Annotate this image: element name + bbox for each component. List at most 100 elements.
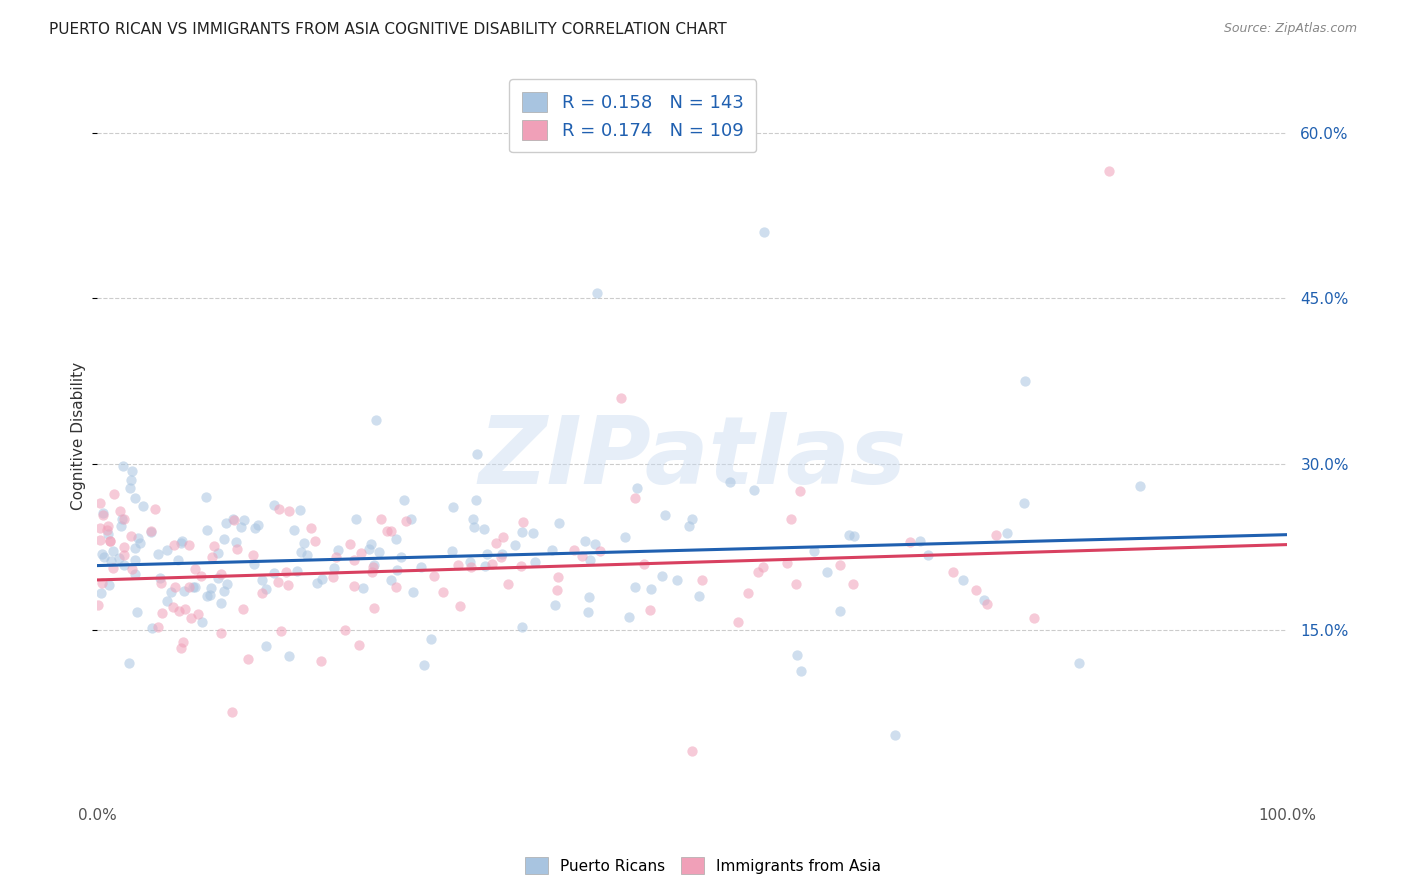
Point [344, 512, 367, 526]
Point [785, 577, 807, 591]
Point [976, 597, 998, 611]
Point [97, 527, 120, 541]
Point [177, 580, 200, 594]
Point [1014, 374, 1036, 388]
Point [121, 562, 143, 576]
Point [460, 560, 482, 574]
Point [489, 549, 512, 564]
Point [752, 225, 775, 239]
Point [91, 508, 114, 523]
Point [343, 552, 366, 566]
Point [290, 545, 312, 559]
Point [277, 578, 299, 592]
Point [274, 566, 297, 580]
Point [432, 584, 454, 599]
Point [195, 523, 218, 537]
Point [250, 586, 273, 600]
Point [654, 508, 676, 522]
Point [524, 555, 547, 569]
Point [215, 516, 238, 530]
Point [965, 582, 987, 597]
Point [181, 580, 204, 594]
Point [727, 615, 749, 629]
Point [325, 550, 347, 565]
Point [681, 512, 703, 526]
Point [328, 543, 350, 558]
Point [250, 573, 273, 587]
Point [172, 635, 194, 649]
Point [120, 473, 142, 487]
Point [583, 537, 606, 551]
Point [190, 569, 212, 583]
Point [973, 592, 995, 607]
Point [93, 549, 115, 564]
Point [546, 583, 568, 598]
Point [908, 533, 931, 548]
Point [322, 570, 344, 584]
Point [108, 504, 131, 518]
Point [610, 391, 633, 405]
Point [491, 547, 513, 561]
Point [156, 542, 179, 557]
Point [447, 558, 470, 572]
Point [472, 522, 495, 536]
Point [492, 530, 515, 544]
Point [270, 624, 292, 638]
Point [464, 492, 486, 507]
Point [399, 511, 422, 525]
Point [387, 562, 409, 576]
Point [578, 591, 600, 605]
Point [112, 540, 135, 554]
Point [467, 447, 489, 461]
Point [496, 576, 519, 591]
Point [409, 560, 432, 574]
Point [579, 553, 602, 567]
Point [201, 550, 224, 565]
Point [917, 548, 939, 562]
Point [90, 585, 112, 599]
Point [184, 580, 207, 594]
Point [86, 598, 108, 612]
Point [98, 533, 121, 548]
Point [283, 523, 305, 537]
Point [120, 482, 142, 496]
Point [200, 588, 222, 602]
Point [236, 652, 259, 666]
Point [212, 532, 235, 546]
Point [838, 527, 860, 541]
Point [111, 458, 134, 473]
Point [304, 533, 326, 548]
Point [121, 464, 143, 478]
Point [366, 413, 388, 427]
Point [127, 531, 149, 545]
Point [146, 620, 169, 634]
Point [333, 623, 356, 637]
Point [690, 573, 713, 587]
Point [370, 512, 392, 526]
Point [285, 564, 308, 578]
Text: PUERTO RICAN VS IMMIGRANTS FROM ASIA COGNITIVE DISABILITY CORRELATION CHART: PUERTO RICAN VS IMMIGRANTS FROM ASIA COG… [49, 22, 727, 37]
Point [215, 577, 238, 591]
Point [666, 573, 689, 587]
Point [242, 548, 264, 562]
Point [339, 537, 361, 551]
Point [576, 605, 599, 619]
Point [540, 543, 562, 558]
Point [131, 499, 153, 513]
Point [162, 599, 184, 614]
Point [124, 491, 146, 506]
Point [225, 535, 247, 549]
Point [212, 584, 235, 599]
Point [380, 524, 402, 539]
Point [190, 615, 212, 630]
Point [547, 516, 569, 530]
Point [385, 580, 408, 594]
Point [254, 582, 277, 596]
Point [96, 523, 118, 537]
Point [89, 533, 111, 548]
Point [624, 580, 647, 594]
Text: ZIPatlas: ZIPatlas [478, 412, 907, 504]
Point [97, 578, 120, 592]
Point [163, 581, 186, 595]
Point [995, 525, 1018, 540]
